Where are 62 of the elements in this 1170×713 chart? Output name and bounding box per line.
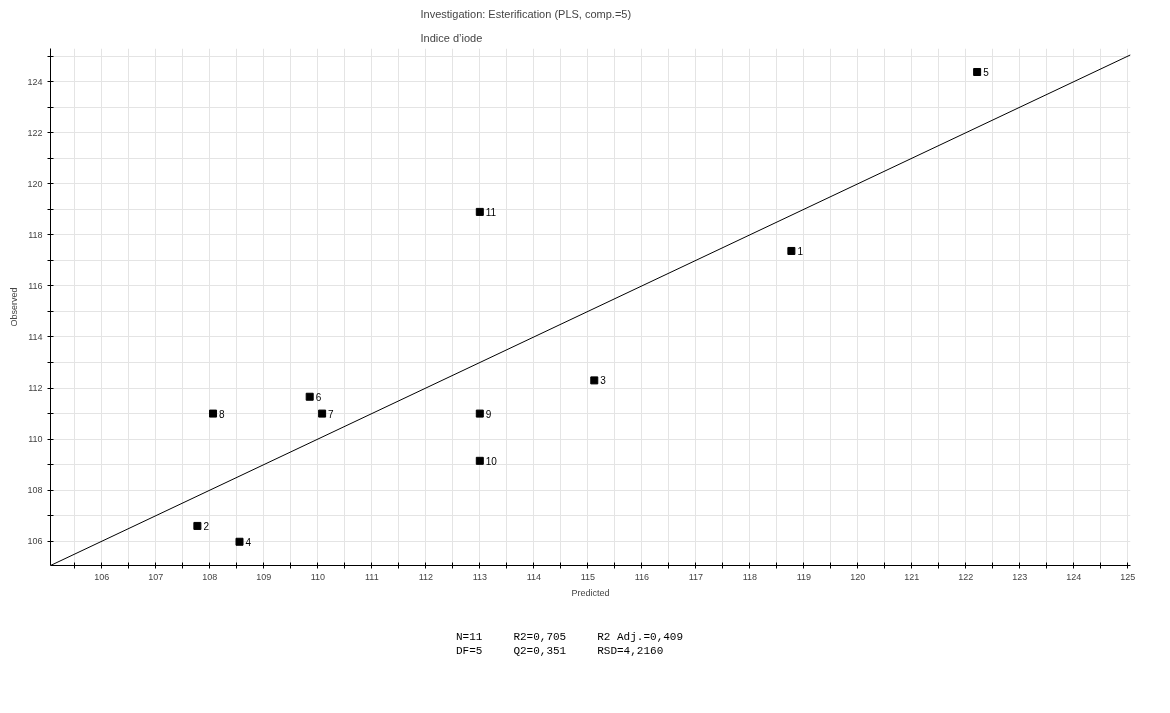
y-tick-label: 106 [27, 536, 43, 547]
annotation: 4 [245, 536, 252, 548]
annotation: 10 [485, 455, 498, 467]
x-axis-title: Predicted [571, 587, 610, 598]
x-tick-label: 123 [1012, 571, 1028, 582]
x-tick-label: 120 [850, 571, 866, 582]
point [209, 409, 218, 418]
annotation: 3 [600, 375, 607, 387]
x-tick-label: 110 [310, 571, 325, 582]
text: DF=5 [455, 644, 484, 658]
x-tick-label: 116 [634, 571, 649, 582]
x-tick-label: 113 [472, 571, 487, 582]
point [973, 67, 982, 76]
x-tick-label: 117 [688, 571, 703, 582]
point [475, 207, 484, 216]
chart-title: Investigation: Esterification (PLS, comp.=5) [420, 7, 632, 20]
point [590, 376, 599, 385]
y-tick-label: 110 [28, 434, 43, 445]
x-tick-label: 107 [148, 571, 164, 582]
x-tick-label: 125 [1120, 571, 1136, 582]
y-tick-label: 122 [27, 127, 43, 138]
point [305, 392, 314, 401]
point [787, 246, 796, 255]
annotation: 11 [485, 206, 497, 218]
x-tick-label: 124 [1066, 571, 1082, 582]
chart-subtitle: Indice d’iode [420, 31, 483, 44]
x-tick-label: 118 [742, 571, 757, 582]
annotation: 9 [485, 408, 492, 420]
x-tick-label: 122 [958, 571, 974, 582]
y-tick-label: 114 [28, 332, 43, 342]
text: N=11 [455, 630, 484, 644]
x-tick-label: 114 [526, 571, 541, 582]
x-tick-label: 111 [364, 571, 379, 582]
y-tick-label: 116 [28, 280, 43, 291]
x-tick-label: 119 [796, 571, 811, 582]
x-tick-label: 106 [94, 571, 110, 582]
x-tick-label: 112 [418, 571, 433, 582]
text: R2 Adj.=0,409 [596, 630, 685, 644]
text: RSD=4,2160 [596, 644, 665, 658]
x-tick-label: 121 [904, 571, 920, 582]
y-tick-label: 118 [28, 229, 43, 240]
x-tick-label: 109 [256, 571, 272, 582]
point [235, 537, 244, 546]
annotation: 5 [983, 66, 990, 78]
annotation: 7 [328, 408, 335, 420]
annotation: 1 [797, 245, 804, 257]
y-tick-label: 112 [28, 383, 43, 394]
y-axis-title: Observed [9, 287, 20, 327]
annotation: 6 [315, 391, 322, 403]
x-tick-label: 108 [202, 571, 218, 582]
text: R2=0,705 [512, 630, 568, 644]
y-tick-label: 124 [27, 76, 43, 87]
point [193, 521, 202, 530]
point [475, 409, 484, 418]
x-tick-label: 115 [580, 571, 595, 582]
y-tick-label: 120 [27, 178, 43, 189]
point [475, 456, 484, 465]
y-tick-label: 108 [27, 485, 43, 496]
text: Q2=0,351 [512, 644, 568, 658]
annotation: 2 [203, 520, 210, 532]
point [318, 409, 327, 418]
annotation: 8 [219, 408, 226, 420]
